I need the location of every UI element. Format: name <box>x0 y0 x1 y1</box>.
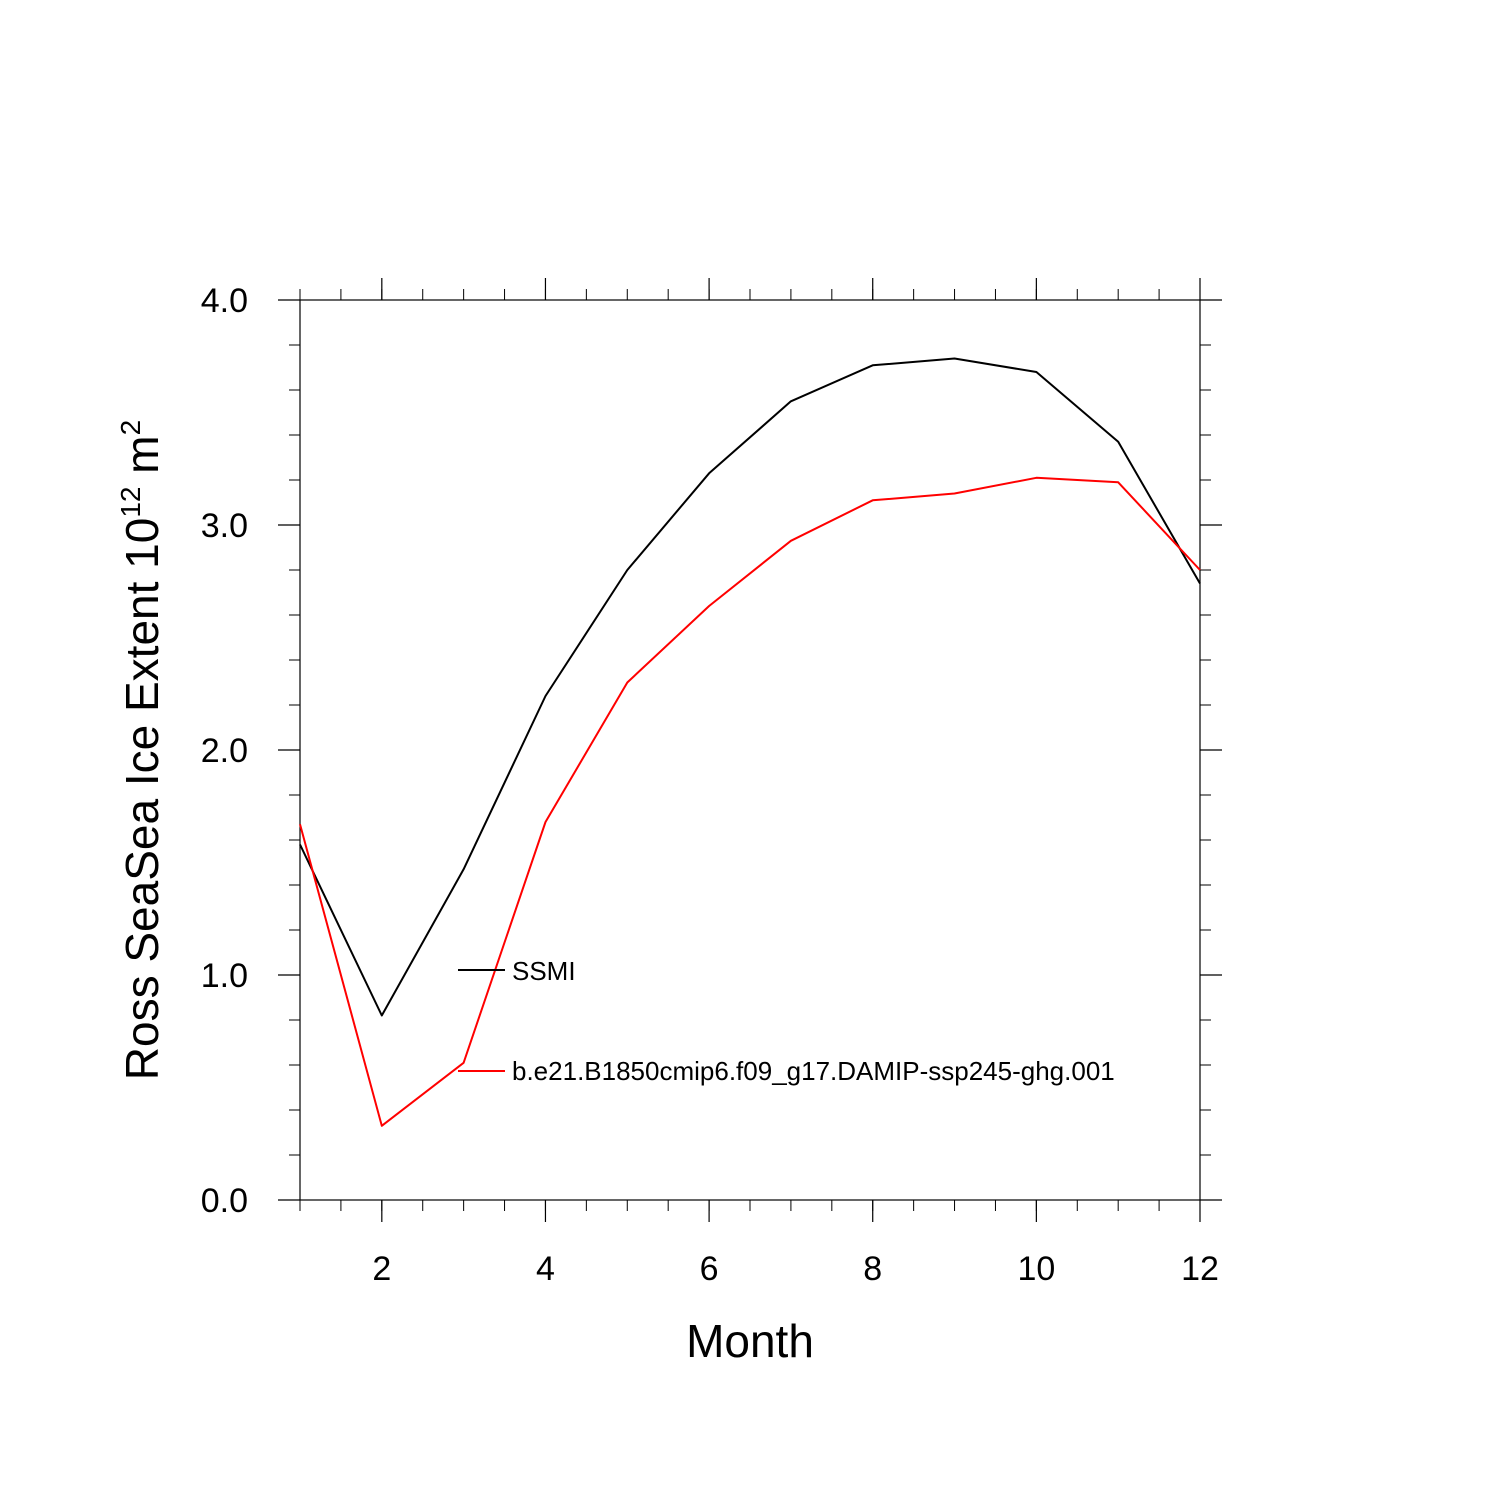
x-tick-label: 10 <box>1017 1250 1055 1288</box>
y-tick-label: 0.0 <box>201 1182 248 1220</box>
x-tick-label: 6 <box>700 1250 719 1288</box>
series-line-ssmi <box>299 357 1201 1017</box>
y-tick-label: 4.0 <box>201 282 248 320</box>
y-tick-label: 2.0 <box>201 732 248 770</box>
legend-label-model: b.e21.B1850cmip6.f09_g17.DAMIP-ssp245-gh… <box>512 1056 1115 1086</box>
y-axis-title-sup2: 2 <box>115 420 146 436</box>
series-line-model <box>299 476 1201 1127</box>
y-tick-label: 1.0 <box>201 957 248 995</box>
legend-label-ssmi: SSMI <box>512 956 576 986</box>
plot-frame <box>299 299 1201 1201</box>
legend-entry-model: b.e21.B1850cmip6.f09_g17.DAMIP-ssp245-gh… <box>458 1056 1115 1086</box>
x-tick-label: 8 <box>863 1250 882 1288</box>
legend-entry-ssmi: SSMI <box>458 956 576 986</box>
x-tick-label: 4 <box>536 1250 555 1288</box>
x-tick-labels: 2 4 6 8 10 12 <box>372 1250 1219 1288</box>
y-tick-labels: 0.0 1.0 2.0 3.0 4.0 <box>201 282 248 1220</box>
x-axis-title: Month <box>686 1315 814 1367</box>
series-layer <box>299 357 1201 1127</box>
y-axis-title-main: Ross SeaSea Ice Extent 10 <box>116 518 168 1081</box>
y-axis-title: Ross SeaSea Ice Extent 1012 m2 <box>115 420 168 1080</box>
legend: SSMI b.e21.B1850cmip6.f09_g17.DAMIP-ssp2… <box>458 956 1115 1086</box>
x-tick-label: 2 <box>372 1250 391 1288</box>
y-tick-label: 3.0 <box>201 507 248 545</box>
major-ticks <box>278 278 1222 1222</box>
y-axis-title-sup1: 12 <box>115 486 146 517</box>
y-axis-title-unit: m <box>116 435 168 486</box>
x-tick-label: 12 <box>1181 1250 1219 1288</box>
